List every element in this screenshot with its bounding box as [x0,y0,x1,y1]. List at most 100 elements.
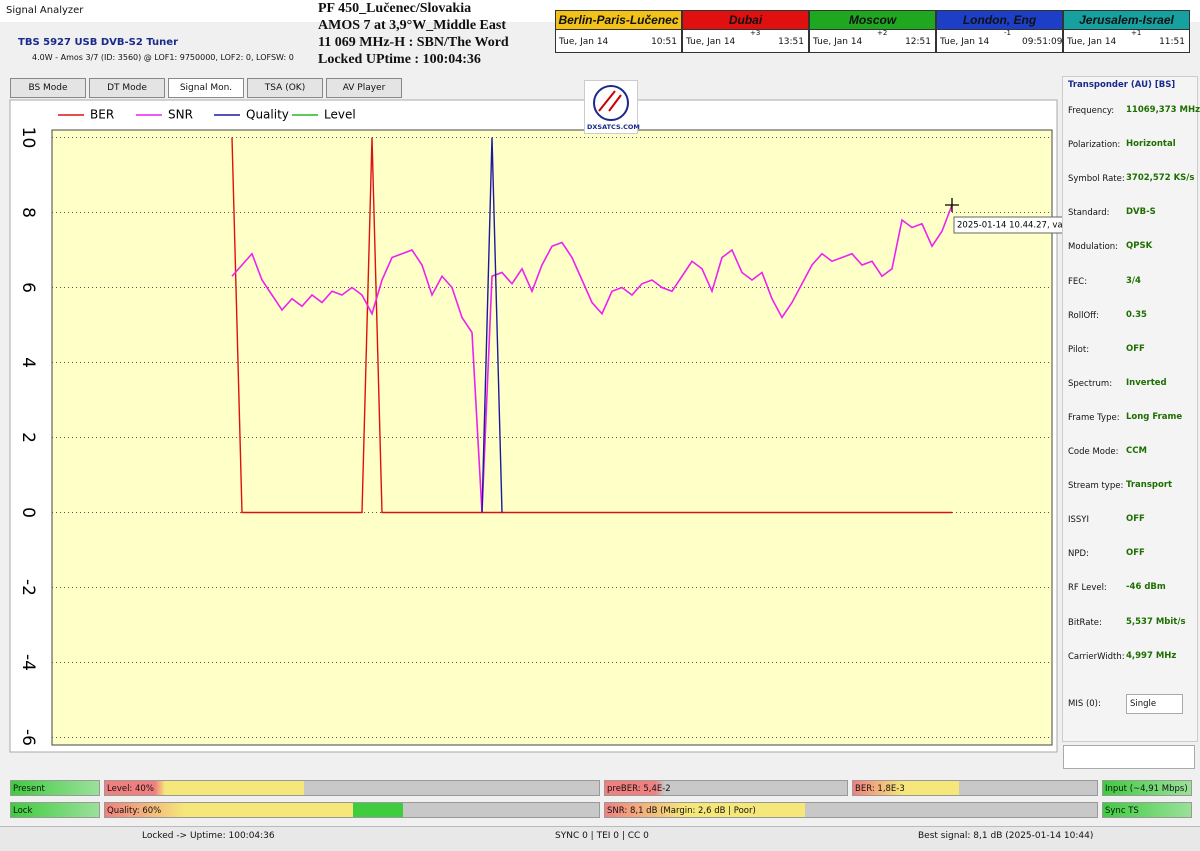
field-label: Symbol Rate: [1068,174,1125,185]
clock-time: 11:51 [1159,37,1185,47]
clock-day: Tue, Jan 14 [813,37,863,47]
legend-label: BER [90,108,114,122]
export-button[interactable] [1063,745,1195,769]
status-text: Best signal: 8,1 dB (2025-01-14 10:44) [918,831,1094,841]
field-label: Modulation: [1068,242,1119,253]
indicator: SNR: 8,1 dB (Margin: 2,6 dB | Poor) [604,802,1098,818]
clock-day: Tue, Jan 14 [559,37,609,47]
field-label: Frequency: [1068,106,1115,116]
field-value: Inverted [1126,377,1167,388]
field-value: 4,997 MHz [1126,650,1177,661]
field-value: 3702,572 KS/s [1126,173,1195,184]
series-line [231,204,953,513]
clock-day: Tue, Jan 14 [686,37,736,47]
field-value: -46 dBm [1126,582,1166,593]
y-tick-label: 8 [18,207,38,218]
clock-city: Berlin-Paris-Lučenec [556,11,681,30]
field-label: Spectrum: [1068,378,1113,389]
clock: London, Eng [936,10,1063,53]
field-value: 0.35 [1126,309,1147,320]
mis-label: MIS (0): [1068,699,1101,709]
annotation: 2025-01-14 10.44.27, value: 8,1999998092… [957,221,1165,231]
clock: Berlin-Paris-Lučenec [555,10,682,53]
indicator: Present [10,780,100,796]
y-tick-label: -2 [18,579,38,596]
tab[interactable]: AV Player [326,78,402,98]
status-text: Locked -> Uptime: 100:04:36 [142,831,275,841]
y-tick-label: 0 [18,507,38,518]
header-line: 11 069 MHz-H : SBN/The Word [318,35,509,50]
field-value: Long Frame [1126,411,1183,422]
header-line: AMOS 7 at 3,9°W_Middle East [318,18,506,33]
indicator: preBER: 5,4E-2 [604,780,848,796]
indicator: Level: 40% [104,780,600,796]
field-label: Polarization: [1068,140,1121,151]
clock-city: Jerusalem-Israel [1064,11,1189,30]
window-title: Signal Analyzer [6,5,84,16]
clock-offset: +1 [1131,29,1142,37]
header-line: Locked UPtime : 100:04:36 [318,52,481,67]
logo-icon [593,85,629,121]
clock-offset: -1 [1004,29,1011,37]
y-tick-label: 6 [18,282,38,293]
status-bar [0,826,1200,851]
field-value: Transport [1126,480,1173,491]
y-tick-label: 10 [18,127,38,149]
clock-city: Dubai [683,11,808,30]
field-label: NPD: [1068,549,1089,560]
logo-text: DXSATCS.COM [587,123,640,131]
tuner-name: TBS 5927 USB DVB-S2 Tuner [18,37,178,48]
clock: Moscow [809,10,936,53]
field-value: QPSK [1126,241,1153,252]
y-tick-label: -4 [18,654,38,671]
clock-time: 09:51:09 [1022,37,1063,47]
clock: Dubai [682,10,809,53]
transponder-title: Transponder (AU) [BS] [1068,80,1176,90]
clock-offset: +3 [750,29,761,37]
field-value: OFF [1126,343,1145,354]
field-label: Frame Type: [1068,412,1120,423]
series-line [231,137,952,514]
y-tick-label: -6 [18,729,38,746]
field-label: Pilot: [1068,344,1090,355]
clock-time: 13:51 [778,37,804,47]
crosshair [945,198,959,212]
clock: Jerusalem-Israel [1063,10,1190,53]
field-label: Stream type: [1068,481,1124,492]
field-value: 3/4 [1126,275,1141,286]
indicator: BER: 1,8E-3 [852,780,1098,796]
field-value: 5,537 Mbit/s [1126,616,1186,627]
clock-city: Moscow [810,11,935,30]
mis-select[interactable]: Single [1126,694,1183,714]
y-tick-label: 2 [18,432,38,443]
field-label: Code Mode: [1068,447,1119,457]
clock-time: 12:51 [905,37,931,47]
field-label: CarrierWidth: [1068,651,1125,662]
field-value: OFF [1126,514,1145,525]
indicator: Input (~4,91 Mbps) [1102,780,1192,796]
field-value: 11069,373 MHz [1126,105,1200,115]
tab[interactable]: BS Mode [10,78,86,98]
tab[interactable]: TSA (OK) [247,78,323,98]
legend-label: Quality [246,108,289,122]
field-value: CCM [1126,446,1147,456]
field-label: BitRate: [1068,617,1102,628]
field-label: ISSYI [1068,515,1089,526]
field-value: OFF [1126,548,1145,559]
indicator: Sync TS [1102,802,1192,818]
clock-time: 10:51 [651,37,677,47]
transponder-panel [1062,76,1198,742]
clock-city: London, Eng [937,11,1062,30]
indicator: Lock [10,802,100,818]
field-label: RF Level: [1068,583,1107,594]
clock-day: Tue, Jan 14 [940,37,990,47]
field-label: FEC: [1068,276,1088,287]
y-tick-label: 4 [18,357,38,368]
tab[interactable]: Signal Mon. [168,78,244,98]
field-label: RollOff: [1068,310,1099,321]
tab[interactable]: DT Mode [89,78,165,98]
series-line [481,137,503,513]
legend-label: SNR [168,108,193,122]
